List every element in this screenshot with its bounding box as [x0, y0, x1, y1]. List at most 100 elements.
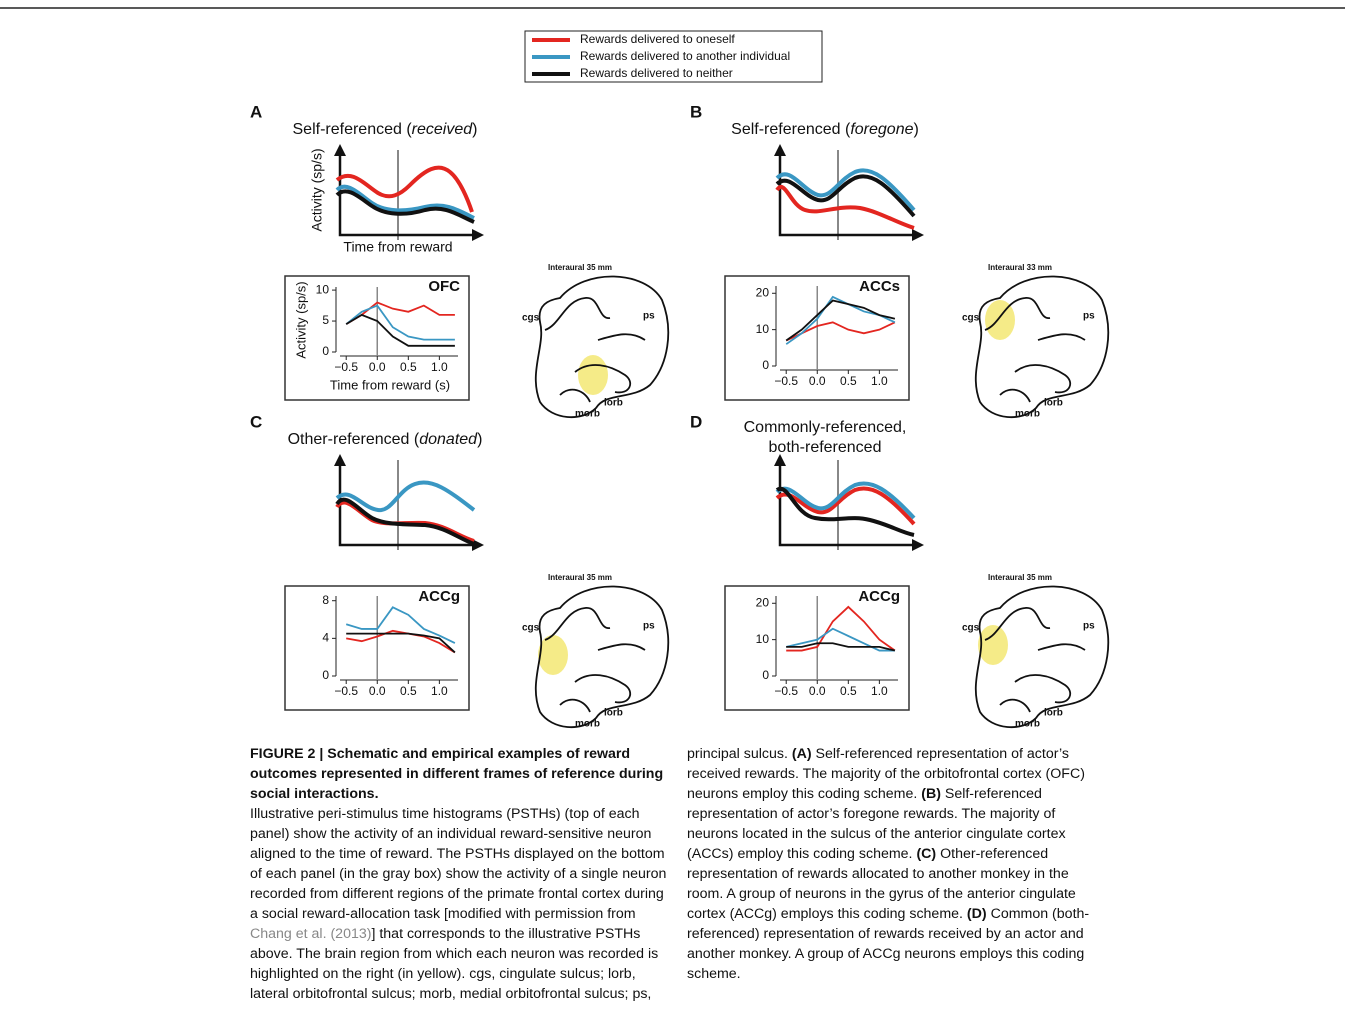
arrow [774, 144, 786, 156]
sulcus-label: morb [1015, 719, 1040, 730]
empirical-x-label: Time from reward (s) [330, 377, 450, 392]
interaural-label: Interaural 35 mm [548, 573, 612, 582]
sulcus [1038, 644, 1085, 650]
sulcus [598, 334, 645, 340]
y-tick-label: 4 [322, 631, 329, 645]
y-tick-label: 0 [322, 344, 329, 358]
title-emphasis: received [412, 121, 474, 138]
sulcus [1015, 365, 1070, 392]
x-tick-label: 0.0 [369, 684, 386, 698]
title-part: Self-referenced ( [731, 121, 851, 138]
sulcus-label: cgs [962, 313, 980, 324]
x-tick-label: 1.0 [871, 684, 888, 698]
sulcus [1015, 675, 1070, 702]
title-emphasis: foregone [850, 121, 913, 138]
x-tick-label: 1.0 [431, 684, 448, 698]
y-tick-label: 20 [756, 595, 770, 609]
x-tick-label: 0.5 [400, 684, 417, 698]
caption-bold: (A) [792, 746, 812, 762]
x-tick-label: −0.5 [774, 374, 798, 388]
caption: FIGURE 2 | Schematic and empirical examp… [250, 744, 1108, 1004]
sulcus-label: lorb [1044, 398, 1063, 409]
schematic-x-label: Time from reward [343, 239, 452, 255]
panel: A Self-referenced (received) Activity (sp/… [250, 102, 668, 419]
brain-outline [976, 276, 1108, 417]
title-part: Self-referenced ( [293, 121, 413, 138]
region-highlight [538, 635, 568, 675]
sulcus-label: ps [643, 311, 655, 322]
panel-label: C [250, 412, 262, 431]
region-label: ACCg [418, 588, 460, 605]
schematic-title: Other-referenced (donated) [288, 431, 483, 448]
panel-label: A [250, 102, 262, 121]
y-tick-label: 0 [762, 668, 769, 682]
y-tick-label: 10 [756, 632, 770, 646]
x-tick-label: 0.5 [840, 684, 857, 698]
title-part: ) [472, 121, 477, 138]
sulcus-label: morb [575, 719, 600, 730]
schematic-axes [340, 148, 480, 235]
sulcus [598, 644, 645, 650]
x-tick-label: 1.0 [871, 374, 888, 388]
caption-plain: Illustrative peri-stimulus time histogra… [250, 806, 666, 922]
region-label: ACCs [859, 278, 900, 295]
schematic-title: Self-referenced (foregone) [731, 121, 919, 138]
sulcus-label: ps [643, 621, 655, 632]
x-tick-label: 1.0 [431, 360, 448, 374]
region-label: ACCg [858, 588, 900, 605]
arrow [472, 229, 484, 241]
region-highlight [578, 355, 608, 395]
x-tick-label: 0.0 [809, 374, 826, 388]
x-tick-label: −0.5 [334, 684, 358, 698]
x-tick-label: −0.5 [334, 360, 358, 374]
y-tick-label: 5 [322, 313, 329, 327]
schematic-title: Commonly-referenced, [744, 419, 907, 436]
sulcus-label: cgs [522, 313, 540, 324]
legend-label: Rewards delivered to another individual [580, 49, 790, 63]
schematic-title: Self-referenced (received) [293, 121, 478, 138]
sulcus-label: cgs [522, 623, 540, 634]
y-tick-label: 0 [322, 668, 329, 682]
region-highlight [978, 625, 1008, 665]
legend-label: Rewards delivered to neither [580, 66, 733, 80]
page: Rewards delivered to oneself Rewards deli… [0, 0, 1345, 1012]
sulcus [1038, 334, 1085, 340]
empirical-y-label: Activity (sp/s) [293, 281, 308, 358]
interaural-label: Interaural 35 mm [548, 263, 612, 272]
sulcus [560, 700, 590, 712]
legend-label: Rewards delivered to oneself [580, 32, 735, 46]
x-tick-label: 0.5 [400, 360, 417, 374]
region-label: OFC [428, 278, 460, 295]
sulcus [1000, 390, 1030, 402]
x-tick-label: 0.0 [809, 684, 826, 698]
brain-outline [536, 276, 668, 417]
sulcus-label: lorb [604, 708, 623, 719]
sulcus-label: ps [1083, 311, 1095, 322]
panel-label: D [690, 412, 702, 431]
x-tick-label: 0.0 [369, 360, 386, 374]
title-emphasis: donated [419, 431, 478, 448]
caption-link[interactable]: Chang et al. (2013) [250, 926, 371, 942]
caption-bold: (D) [967, 906, 987, 922]
schematic-title: both-referenced [769, 439, 882, 456]
x-tick-label: 0.5 [840, 374, 857, 388]
sulcus [575, 675, 630, 702]
sulcus [545, 298, 610, 330]
y-tick-label: 10 [756, 322, 770, 336]
y-tick-label: 20 [756, 285, 770, 299]
arrow [912, 539, 924, 551]
x-tick-label: −0.5 [774, 684, 798, 698]
arrow [912, 229, 924, 241]
figure: Rewards delivered to oneself Rewards deli… [0, 0, 1345, 740]
panel: BSelf-referenced (foregone)01020−0.50.00… [690, 102, 1108, 419]
title-part: Other-referenced ( [288, 431, 420, 448]
title-part: ) [477, 431, 482, 448]
sulcus-label: lorb [1044, 708, 1063, 719]
schematic-y-label: Activity (sp/s) [309, 148, 325, 231]
sulcus [1000, 700, 1030, 712]
caption-bold: (B) [921, 786, 941, 802]
sulcus-label: cgs [962, 623, 980, 634]
caption-text: FIGURE 2 | Schematic and empirical examp… [250, 744, 1108, 1004]
arrow [334, 454, 346, 466]
panel-label: B [690, 102, 702, 121]
